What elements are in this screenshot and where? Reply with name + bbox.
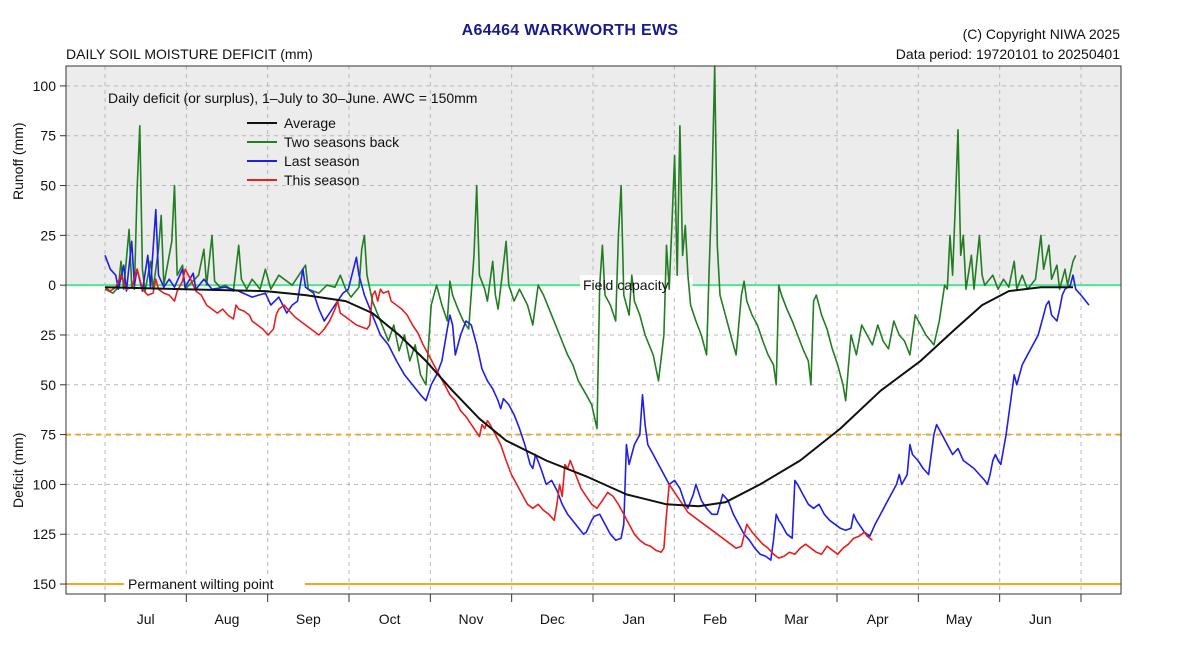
x-tick-label: Sep: [296, 611, 321, 627]
plot-frame: [65, 65, 1122, 595]
chart-annotation: Daily deficit (or surplus), 1–July to 30…: [108, 90, 477, 106]
series-last-season: [104, 208, 1090, 561]
surplus-zone: [66, 66, 1121, 286]
y-tick-label: 25: [40, 327, 56, 343]
y-tick-label: 50: [40, 377, 56, 393]
copyright-text: (C) Copyright NIWA 2025: [962, 26, 1120, 42]
y-tick-label: 150: [33, 576, 57, 592]
x-tick-label: Oct: [379, 611, 401, 627]
x-tick-label: Apr: [867, 611, 889, 627]
legend-label: Two seasons back: [284, 134, 400, 150]
y-tick-label: 100: [33, 476, 57, 492]
y-axis-label-deficit: Deficit (mm): [10, 432, 26, 508]
wilting-point-label-bg: [124, 574, 305, 593]
chart-title: A64464 WARKWORTH EWS: [461, 22, 679, 39]
wilting-point-label: Permanent wilting point: [128, 576, 274, 592]
x-tick-label: Dec: [540, 611, 565, 627]
x-tick-label: Jul: [137, 611, 155, 627]
field-capacity-label-bg: [580, 275, 693, 294]
series-average: [104, 286, 1073, 508]
legend-label: This season: [284, 172, 359, 188]
y-tick-label: 75: [40, 128, 56, 144]
x-tick-label: Mar: [784, 611, 808, 627]
x-tick-label: Jan: [622, 611, 645, 627]
data-period-text: Data period: 19720101 to 20250401: [895, 46, 1120, 62]
x-tick-label: Jun: [1029, 611, 1052, 627]
x-tick-label: Nov: [459, 611, 484, 627]
series-this-season: [104, 268, 873, 559]
series-two-seasons-back: [104, 65, 1077, 430]
x-tick-label: May: [946, 611, 972, 627]
y-tick-label: 0: [48, 277, 56, 293]
legend-label: Average: [284, 115, 336, 131]
field-capacity-label: Field capacity: [583, 277, 669, 293]
y-tick-label: 75: [40, 427, 56, 443]
y-tick-label: 50: [40, 178, 56, 194]
y-tick-label: 25: [40, 227, 56, 243]
chart-subtitle: DAILY SOIL MOISTURE DEFICIT (mm): [66, 46, 313, 62]
x-tick-label: Aug: [215, 611, 240, 627]
legend-label: Last season: [284, 153, 360, 169]
x-tick-label: Feb: [703, 611, 727, 627]
y-axis-label-runoff: Runoff (mm): [10, 122, 26, 200]
y-tick-label: 100: [33, 78, 57, 94]
y-tick-label: 125: [33, 526, 57, 542]
